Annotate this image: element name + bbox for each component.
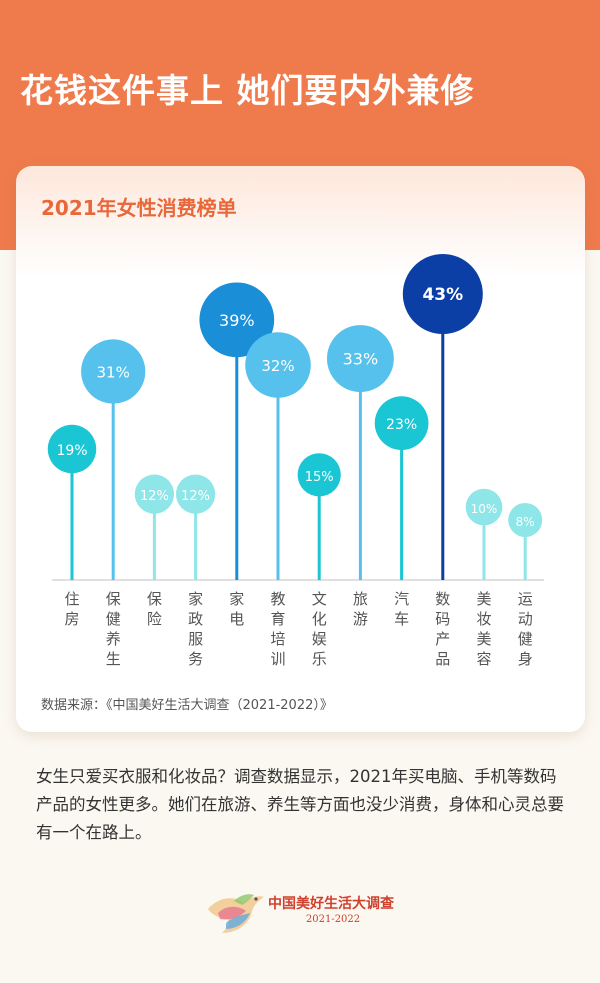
bubble-9 [402,254,483,334]
bubble-10 [465,488,503,526]
category-label-2: 保险 [147,590,162,628]
category-label-0: 住房 [64,590,79,628]
bubble-3 [175,474,216,514]
category-label-10: 美妆美容 [476,590,491,668]
value-label-6: 15% [305,470,334,485]
bubble-chart: 19% 住房 31% 保健养生 12% 保险 12% 家政服务 39% 家电 32% 教育培训 15% 文… [47,254,544,668]
footer-survey-name: 中国美好生活大调查 [268,896,394,912]
category-label-4: 家电 [229,590,244,628]
bubble-7 [326,325,394,392]
bubble-8 [374,396,429,450]
category-label-11: 运动健身 [518,590,533,668]
category-label-3: 家政服务 [188,590,203,668]
bubble-4 [199,282,275,358]
dove-logo-icon [208,894,264,933]
value-label-7: 33% [343,350,379,369]
category-label-1: 保健养生 [106,590,121,668]
value-label-2: 12% [140,489,169,504]
bubble-1 [81,339,146,404]
value-label-3: 12% [181,489,210,504]
value-label-4: 39% [219,311,255,330]
bubble-2 [134,474,175,514]
bubble-5 [245,332,311,398]
description-text: 女生只爱买衣服和化妆品？调查数据显示，2021年买电脑、手机等数码产品的女性更多… [36,767,564,842]
page-title: 花钱这件事上 她们要内外兼修 [20,71,475,110]
value-label-5: 32% [261,357,294,375]
value-label-1: 31% [97,363,130,381]
footer-years: 2021-2022 [305,914,361,925]
chart-card: 2021年女性消费榜单 19% 住房 31% 保健养生 12% 保险 12% 家政服务 39% 家… [16,166,585,732]
value-label-8: 23% [386,417,417,433]
category-label-6: 文化娱乐 [312,590,327,668]
value-label-10: 10% [471,502,498,516]
value-label-11: 8% [516,515,535,529]
category-label-5: 教育培训 [270,590,285,668]
bubble-11 [508,503,543,537]
category-label-8: 汽车 [394,590,409,628]
value-label-9: 43% [422,285,463,305]
bubble-0 [47,424,97,474]
category-label-7: 旅游 [353,590,368,628]
data-source: 数据来源：《中国美好生活大调查（2021-2022）》 [41,698,333,713]
chart-title: 2021年女性消费榜单 [41,196,237,220]
category-label-9: 数码产品 [435,590,450,668]
bubble-6 [297,453,341,497]
value-label-0: 19% [56,443,87,459]
